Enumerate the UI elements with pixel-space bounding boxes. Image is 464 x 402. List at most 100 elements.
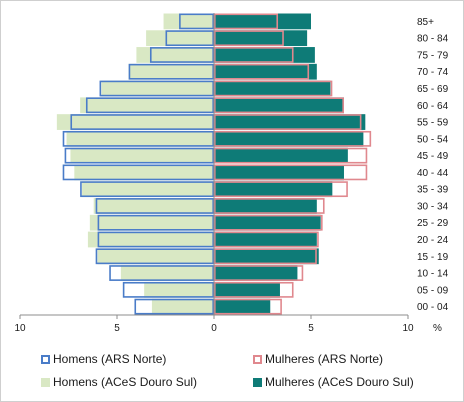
category-label: 40 - 44 [417, 168, 449, 179]
legend-label-mulheres-aces: Mulheres (ACeS Douro Sul) [265, 375, 414, 389]
bar-homens-ars-norte-5 [85, 97, 215, 114]
bar-homens-aces-douro-sul-17 [151, 298, 214, 315]
filled-bars-group [56, 13, 366, 315]
bar-mulheres-ars-norte-8 [214, 147, 368, 164]
legend-swatch-mulheres-aces [253, 377, 262, 387]
bar-mulheres-aces-douro-sul-11 [214, 198, 317, 214]
bar-homens-ars-norte-17 [134, 298, 214, 315]
bar-mulheres-aces-douro-sul-6 [214, 114, 366, 130]
bar-mulheres-aces-douro-sul-7 [214, 130, 364, 147]
bar-mulheres-aces-douro-sul-14 [214, 248, 319, 265]
bar-homens-aces-douro-sul-10 [82, 181, 214, 198]
bar-homens-aces-douro-sul-13 [87, 231, 214, 248]
bar-homens-aces-douro-sul-9 [74, 164, 214, 181]
bar-mulheres-ars-norte-2 [214, 47, 294, 63]
bar-mulheres-ars-norte-11 [214, 198, 325, 214]
x-tick-label: 0 [211, 323, 217, 334]
bar-homens-ars-norte-1 [165, 30, 215, 47]
category-label: 05 - 09 [417, 285, 449, 296]
category-labels-group: 85+ 80 - 84 75 - 79 70 - 74 65 - 69 60 - 64 55… [417, 17, 449, 313]
bar-homens-ars-norte-6 [70, 114, 215, 130]
category-label: 70 - 74 [417, 67, 449, 78]
bar-mulheres-aces-douro-sul-10 [214, 181, 333, 198]
bar-homens-aces-douro-sul-0 [163, 13, 214, 30]
bar-homens-aces-douro-sul-11 [93, 198, 214, 214]
bar-homens-ars-norte-16 [122, 281, 215, 298]
category-label: 25 - 29 [417, 218, 449, 229]
bar-mulheres-ars-norte-9 [214, 164, 368, 181]
bar-mulheres-aces-douro-sul-9 [214, 164, 344, 181]
category-label: 55 - 59 [417, 118, 449, 129]
bar-homens-aces-douro-sul-14 [97, 248, 214, 265]
x-tick-labels-group: 10 5 0 5 10 [14, 315, 414, 334]
bar-homens-aces-douro-sul-2 [136, 47, 214, 63]
bar-homens-aces-douro-sul-16 [144, 281, 214, 298]
bar-homens-ars-norte-9 [62, 164, 215, 181]
bar-mulheres-aces-douro-sul-16 [214, 281, 280, 298]
bar-mulheres-aces-douro-sul-1 [214, 30, 308, 47]
bar-homens-ars-norte-12 [97, 214, 215, 231]
bar-mulheres-ars-norte-3 [214, 63, 310, 80]
bar-homens-aces-douro-sul-12 [89, 214, 214, 231]
bar-mulheres-ars-norte-6 [214, 114, 362, 130]
bar-mulheres-ars-norte-5 [214, 97, 344, 114]
category-label: 85+ [417, 17, 434, 28]
category-label: 45 - 49 [417, 151, 449, 162]
axes-group [20, 13, 408, 316]
bar-homens-ars-norte-11 [95, 198, 214, 214]
legend-item-homens-aces: Homens (ACeS Douro Sul) [41, 375, 197, 389]
x-tick-label: 10 [402, 323, 414, 334]
x-tick-label: 5 [114, 323, 120, 334]
category-label: 60 - 64 [417, 101, 449, 112]
bar-homens-ars-norte-14 [95, 248, 214, 265]
bar-homens-ars-norte-2 [149, 47, 214, 63]
bar-mulheres-aces-douro-sul-13 [214, 231, 317, 248]
bar-homens-aces-douro-sul-3 [128, 63, 214, 80]
bar-mulheres-aces-douro-sul-5 [214, 97, 344, 114]
bar-mulheres-ars-norte-0 [214, 13, 279, 30]
bar-mulheres-aces-douro-sul-15 [214, 265, 298, 281]
category-label: 75 - 79 [417, 50, 449, 61]
bar-homens-aces-douro-sul-5 [80, 97, 214, 114]
x-tick-label: 5 [308, 323, 314, 334]
bar-mulheres-aces-douro-sul-8 [214, 147, 348, 164]
legend-swatch-homens-aces [41, 377, 50, 387]
outline-bars-group [62, 13, 372, 315]
bar-mulheres-ars-norte-16 [214, 281, 294, 298]
x-tick-label: 10 [14, 323, 26, 334]
bar-homens-ars-norte-0 [179, 13, 215, 30]
bar-mulheres-aces-douro-sul-2 [214, 47, 315, 63]
x-unit-label: % [433, 323, 442, 334]
bar-mulheres-aces-douro-sul-17 [214, 298, 271, 315]
legend-swatch-mulheres-ars [253, 354, 262, 364]
legend-swatch-homens-ars [41, 354, 50, 364]
bar-mulheres-ars-norte-17 [214, 298, 282, 315]
category-label: 80 - 84 [417, 34, 449, 45]
bar-homens-aces-douro-sul-1 [146, 30, 214, 47]
bar-homens-aces-douro-sul-4 [101, 80, 214, 97]
bar-homens-aces-douro-sul-7 [66, 130, 214, 147]
bar-homens-ars-norte-4 [99, 80, 214, 97]
legend-label-mulheres-ars: Mulheres (ARS Norte) [265, 352, 384, 366]
category-label: 10 - 14 [417, 269, 449, 280]
bar-homens-ars-norte-10 [80, 181, 214, 198]
bar-mulheres-aces-douro-sul-3 [214, 63, 317, 80]
bar-homens-ars-norte-8 [64, 147, 214, 164]
bar-mulheres-ars-norte-4 [214, 80, 333, 97]
bar-mulheres-ars-norte-15 [214, 265, 304, 281]
bar-homens-ars-norte-7 [62, 130, 215, 147]
bar-homens-aces-douro-sul-6 [56, 114, 214, 130]
category-label: 30 - 34 [417, 201, 449, 212]
bar-mulheres-ars-norte-13 [214, 231, 319, 248]
bar-mulheres-ars-norte-7 [214, 130, 372, 147]
bar-homens-aces-douro-sul-8 [70, 147, 214, 164]
bar-homens-ars-norte-15 [109, 265, 215, 281]
category-label: 35 - 39 [417, 185, 449, 196]
legend-label-homens-aces: Homens (ACeS Douro Sul) [53, 375, 198, 389]
bar-mulheres-aces-douro-sul-4 [214, 80, 331, 97]
category-label: 65 - 69 [417, 84, 449, 95]
legend-item-mulheres-aces: Mulheres (ACeS Douro Sul) [253, 375, 414, 389]
bar-mulheres-ars-norte-12 [214, 214, 323, 231]
bar-homens-aces-douro-sul-15 [120, 265, 214, 281]
